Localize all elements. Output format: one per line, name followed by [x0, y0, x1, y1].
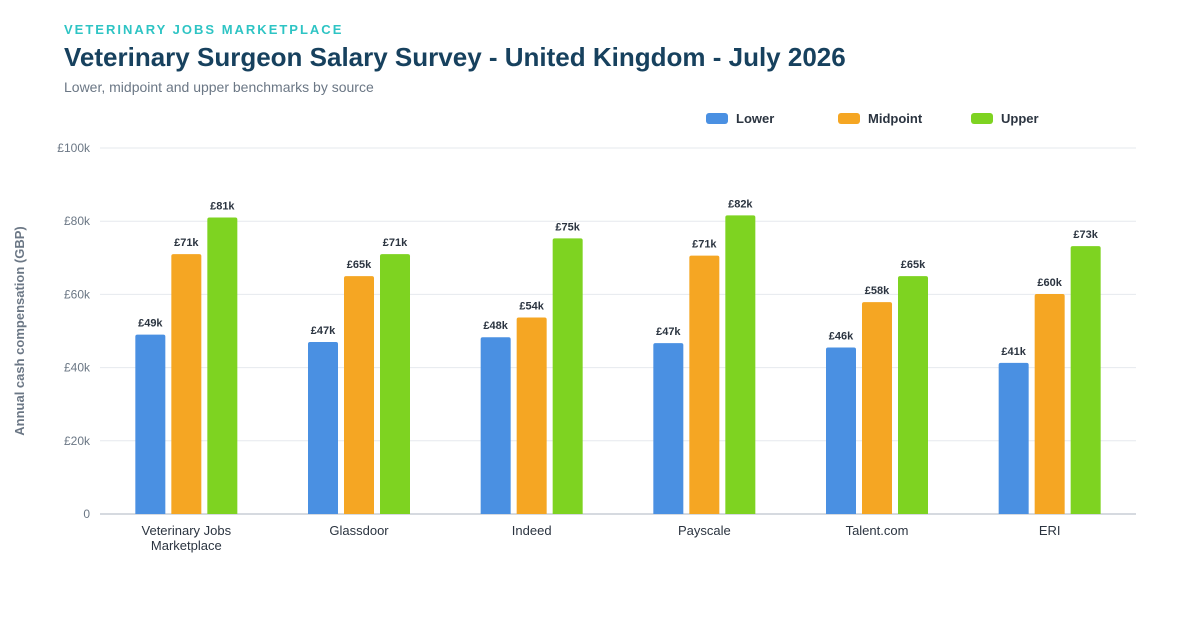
data-label: £71k — [174, 237, 199, 249]
y-tick-label: £20k — [64, 434, 91, 448]
x-tick-label: Veterinary Jobs — [142, 523, 232, 538]
legend-swatch-upper — [971, 112, 993, 124]
x-tick-label: Payscale — [678, 523, 731, 538]
chart-title: Veterinary Surgeon Salary Survey - Unite… — [64, 42, 846, 72]
bar-upper — [1070, 246, 1101, 514]
data-label: £60k — [1037, 277, 1062, 289]
bar-upper — [725, 215, 756, 514]
data-label: £82k — [728, 198, 753, 210]
data-label: £49k — [138, 318, 163, 330]
data-label: £48k — [483, 320, 508, 332]
chart-subtitle: Lower, midpoint and upper benchmarks by … — [64, 79, 374, 95]
bar-midpoint — [689, 255, 720, 514]
x-tick-label: Talent.com — [846, 523, 909, 538]
data-label: £65k — [901, 259, 926, 271]
data-label: £47k — [656, 326, 681, 338]
bar-lower — [653, 343, 684, 514]
bar-lower — [998, 362, 1029, 514]
data-label: £75k — [555, 221, 580, 233]
legend-swatch-midpoint — [838, 112, 860, 124]
y-tick-label: 0 — [83, 507, 90, 521]
x-tick-label: Indeed — [512, 523, 552, 538]
y-tick-label: £80k — [64, 214, 91, 228]
x-tick-label: ERI — [1039, 523, 1061, 538]
bar-upper — [207, 217, 238, 515]
y-tick-label: £60k — [64, 287, 91, 301]
data-label: £71k — [692, 239, 717, 251]
bar-upper — [898, 276, 928, 514]
data-label: £71k — [383, 237, 408, 249]
y-axis-title: Annual cash compensation (GBP) — [12, 226, 27, 435]
legend-swatch-lower — [706, 112, 728, 124]
legend-item-upper: Upper — [971, 109, 1039, 127]
data-label: £65k — [347, 259, 372, 271]
legend-label-midpoint: Midpoint — [868, 110, 923, 126]
data-label: £73k — [1073, 229, 1098, 241]
legend-label-lower: Lower — [736, 110, 775, 126]
bar-midpoint — [516, 317, 547, 514]
bar-midpoint — [1034, 294, 1065, 514]
legend-label-upper: Upper — [1001, 110, 1039, 126]
data-label: £54k — [519, 300, 544, 312]
bar-midpoint — [344, 276, 374, 514]
data-label: £58k — [865, 285, 890, 297]
bar-upper — [552, 238, 583, 515]
bar-lower — [480, 337, 511, 514]
data-label: £81k — [210, 201, 235, 213]
legend-item-lower: Lower — [706, 109, 774, 127]
bar-lower — [308, 341, 338, 514]
data-label: £47k — [311, 325, 336, 337]
bar-midpoint — [862, 302, 892, 514]
bar-lower — [826, 347, 856, 514]
x-tick-label: Glassdoor — [329, 523, 389, 538]
y-tick-label: £100k — [57, 141, 91, 155]
bar-upper — [380, 254, 410, 514]
brand-label: VETERINARY JOBS MARKETPLACE — [64, 22, 344, 37]
bar-midpoint — [171, 254, 202, 514]
y-tick-label: £40k — [64, 361, 91, 375]
data-label: £46k — [829, 330, 854, 342]
data-label: £41k — [1001, 346, 1026, 358]
bar-lower — [135, 334, 166, 514]
legend-item-midpoint: Midpoint — [838, 109, 922, 127]
x-tick-label: Marketplace — [151, 538, 222, 553]
